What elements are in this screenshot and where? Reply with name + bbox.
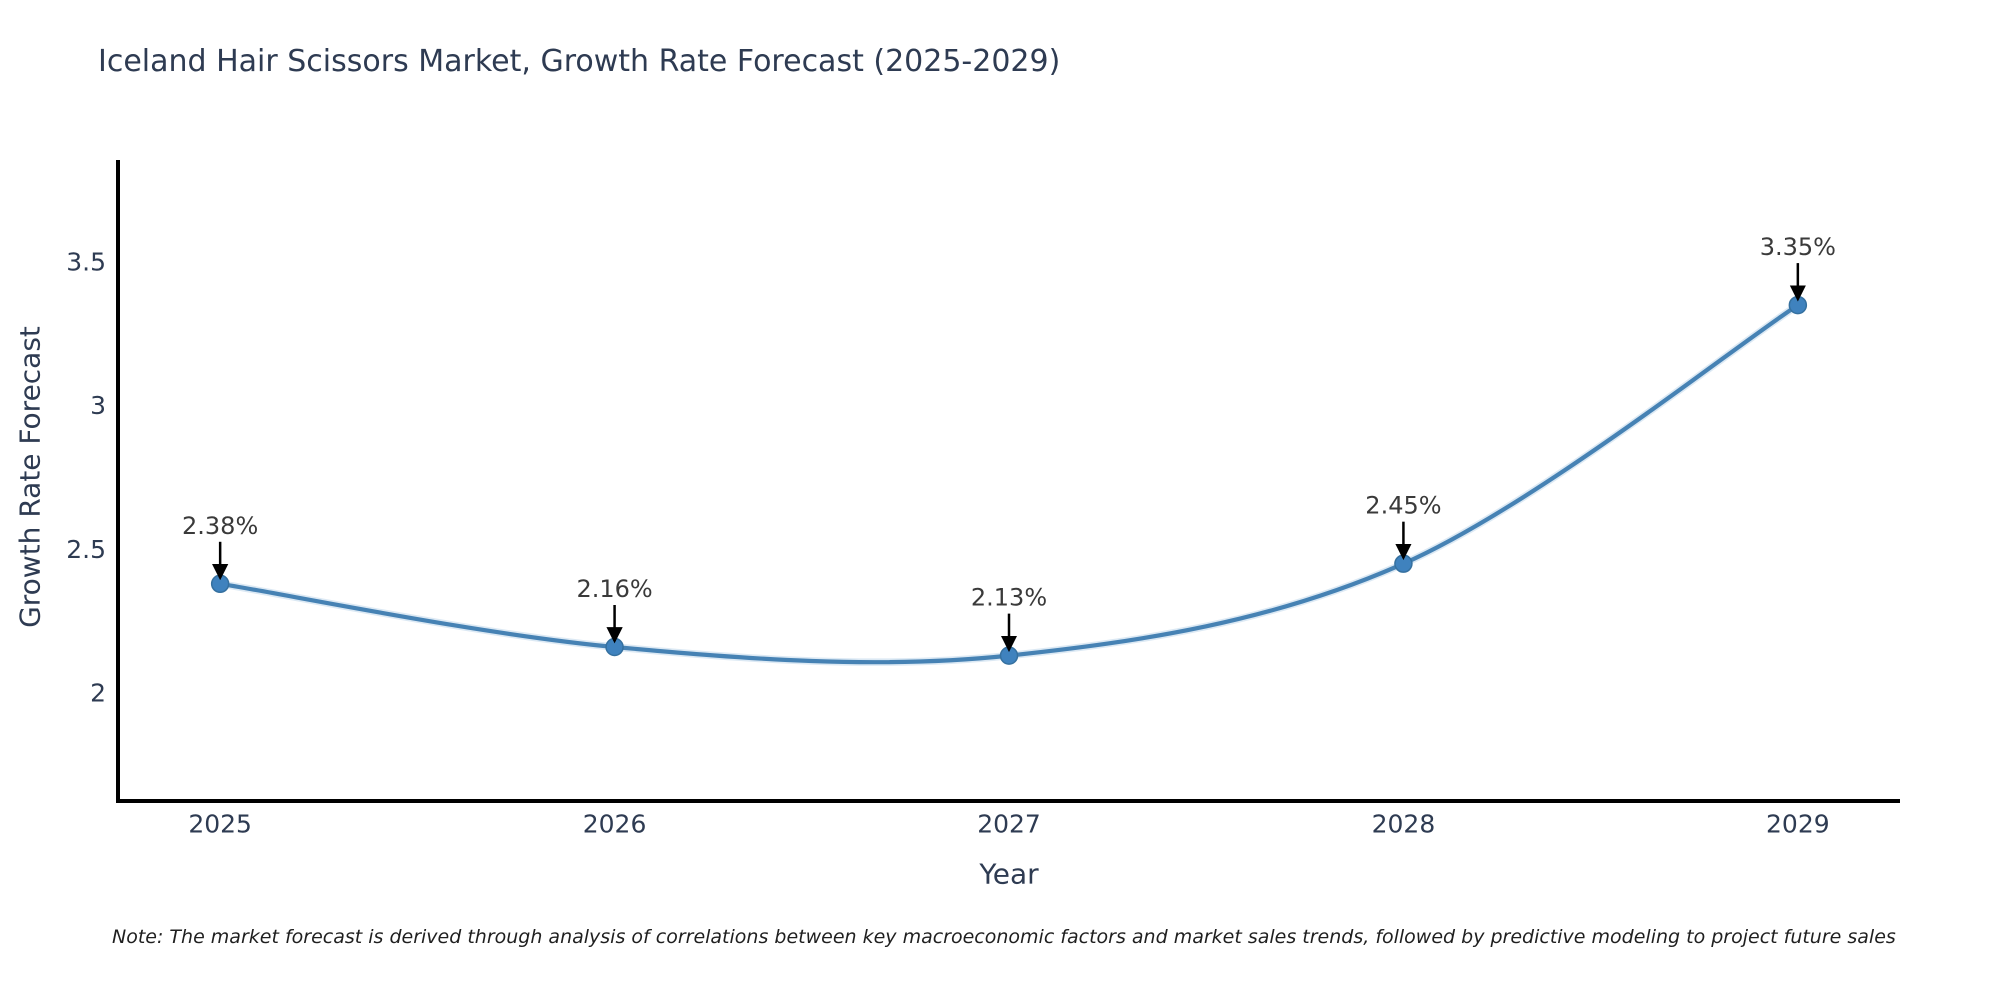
x-tick-label: 2028 (1372, 810, 1436, 839)
chart-title: Iceland Hair Scissors Market, Growth Rat… (98, 44, 1061, 79)
x-tick-labels: 2025 2026 2027 2028 2029 (188, 810, 1829, 839)
annotation-label: 2.16% (576, 575, 652, 603)
y-tick-label: 2.5 (66, 535, 106, 564)
data-point-2029 (1788, 295, 1808, 315)
annotation-label: 2.13% (971, 584, 1047, 612)
data-point-2027 (999, 646, 1019, 665)
y-tick-label: 2 (90, 678, 106, 707)
annotation-label: 2.38% (182, 512, 258, 540)
y-tick-label: 3.5 (66, 247, 106, 276)
annotation-2029: 3.35% (1760, 233, 1836, 302)
y-tick-label: 3 (90, 391, 106, 420)
annotation-2028: 2.45% (1365, 492, 1442, 561)
data-point-2028 (1394, 554, 1413, 573)
y-tick-labels: 2 2.5 3 3.5 (66, 247, 106, 707)
data-point-2025 (210, 574, 230, 594)
annotation-2025: 2.38% (182, 512, 258, 581)
point-annotations: 2.38% 2.16% 2.13% 2.45% 3.35% (182, 233, 1836, 653)
plot-line (218, 303, 1800, 665)
x-tick-label: 2027 (977, 810, 1041, 839)
data-point-2026 (605, 637, 624, 657)
line-series (210, 295, 1808, 666)
axis-spines (116, 160, 1900, 803)
x-tick-label: 2025 (188, 810, 252, 839)
x-tick-label: 2029 (1766, 810, 1830, 839)
x-tick-label: 2026 (583, 810, 647, 839)
annotation-label: 3.35% (1760, 233, 1836, 261)
annotation-2026: 2.16% (576, 575, 653, 644)
footnote: Note: The market forecast is derived thr… (112, 926, 1896, 948)
annotation-2027: 2.13% (971, 584, 1047, 653)
annotation-label: 2.45% (1365, 492, 1441, 520)
x-axis-title: Year (979, 857, 1039, 891)
